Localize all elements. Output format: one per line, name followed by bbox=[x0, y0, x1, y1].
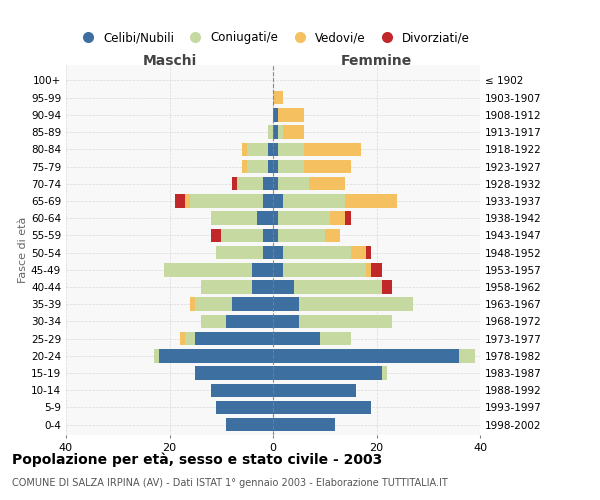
Bar bbox=[216, 401, 273, 414]
Bar bbox=[366, 263, 371, 276]
Bar bbox=[273, 418, 335, 432]
Bar bbox=[346, 212, 350, 225]
Bar bbox=[283, 263, 366, 276]
Bar bbox=[211, 212, 257, 225]
Bar bbox=[330, 212, 346, 225]
Bar bbox=[273, 263, 283, 276]
Bar bbox=[273, 384, 356, 397]
Bar bbox=[221, 228, 263, 242]
Bar bbox=[253, 280, 273, 293]
Bar bbox=[263, 177, 273, 190]
Bar bbox=[185, 194, 190, 207]
Bar bbox=[159, 349, 273, 362]
Bar bbox=[232, 298, 273, 311]
Bar bbox=[382, 366, 387, 380]
Bar bbox=[242, 142, 247, 156]
Y-axis label: Fasce di età: Fasce di età bbox=[18, 217, 28, 283]
Bar bbox=[371, 263, 382, 276]
Bar bbox=[325, 228, 340, 242]
Bar bbox=[460, 349, 475, 362]
Bar bbox=[309, 177, 346, 190]
Bar bbox=[268, 142, 273, 156]
Bar bbox=[382, 280, 392, 293]
Bar bbox=[278, 160, 304, 173]
Bar bbox=[350, 246, 366, 260]
Bar bbox=[226, 314, 273, 328]
Bar bbox=[299, 314, 392, 328]
Bar bbox=[283, 246, 350, 260]
Bar bbox=[190, 194, 263, 207]
Bar bbox=[185, 332, 196, 345]
Bar bbox=[154, 349, 159, 362]
Bar bbox=[283, 126, 304, 139]
Bar bbox=[200, 280, 253, 293]
Bar bbox=[253, 263, 273, 276]
Bar bbox=[164, 263, 253, 276]
Bar bbox=[346, 194, 397, 207]
Bar bbox=[278, 126, 283, 139]
Bar bbox=[175, 194, 185, 207]
Bar bbox=[268, 160, 273, 173]
Bar bbox=[273, 91, 283, 104]
Bar bbox=[273, 332, 320, 345]
Bar bbox=[211, 228, 221, 242]
Bar bbox=[273, 246, 283, 260]
Bar bbox=[273, 160, 278, 173]
Bar bbox=[273, 108, 278, 122]
Bar bbox=[273, 314, 299, 328]
Bar bbox=[273, 126, 278, 139]
Bar bbox=[232, 177, 237, 190]
Bar bbox=[237, 177, 263, 190]
Bar bbox=[294, 280, 382, 293]
Bar bbox=[273, 280, 294, 293]
Bar bbox=[273, 298, 299, 311]
Bar bbox=[263, 228, 273, 242]
Bar bbox=[247, 142, 268, 156]
Bar bbox=[216, 246, 263, 260]
Bar bbox=[242, 160, 247, 173]
Bar bbox=[273, 366, 382, 380]
Text: COMUNE DI SALZA IRPINA (AV) - Dati ISTAT 1° gennaio 2003 - Elaborazione TUTTITAL: COMUNE DI SALZA IRPINA (AV) - Dati ISTAT… bbox=[12, 478, 448, 488]
Bar bbox=[304, 142, 361, 156]
Bar bbox=[211, 384, 273, 397]
Bar bbox=[263, 246, 273, 260]
Bar bbox=[190, 298, 196, 311]
Bar bbox=[273, 194, 283, 207]
Bar bbox=[304, 160, 350, 173]
Bar bbox=[200, 314, 226, 328]
Bar bbox=[257, 212, 273, 225]
Legend: Celibi/Nubili, Coniugati/e, Vedovi/e, Divorziati/e: Celibi/Nubili, Coniugati/e, Vedovi/e, Di… bbox=[71, 26, 475, 49]
Bar bbox=[299, 298, 413, 311]
Bar bbox=[273, 349, 460, 362]
Bar bbox=[226, 418, 273, 432]
Bar bbox=[278, 108, 304, 122]
Bar bbox=[273, 212, 278, 225]
Bar bbox=[273, 177, 278, 190]
Bar bbox=[278, 212, 330, 225]
Bar bbox=[196, 332, 273, 345]
Bar bbox=[278, 177, 309, 190]
Bar bbox=[366, 246, 371, 260]
Bar bbox=[273, 401, 371, 414]
Bar bbox=[273, 142, 278, 156]
Bar bbox=[320, 332, 350, 345]
Text: Femmine: Femmine bbox=[341, 54, 412, 68]
Bar bbox=[247, 160, 268, 173]
Bar bbox=[180, 332, 185, 345]
Bar bbox=[283, 194, 346, 207]
Bar bbox=[278, 142, 304, 156]
Bar bbox=[268, 126, 273, 139]
Text: Maschi: Maschi bbox=[142, 54, 197, 68]
Bar bbox=[263, 194, 273, 207]
Text: Popolazione per età, sesso e stato civile - 2003: Popolazione per età, sesso e stato civil… bbox=[12, 452, 382, 467]
Bar bbox=[196, 366, 273, 380]
Bar bbox=[273, 228, 278, 242]
Bar bbox=[278, 228, 325, 242]
Bar bbox=[196, 298, 232, 311]
